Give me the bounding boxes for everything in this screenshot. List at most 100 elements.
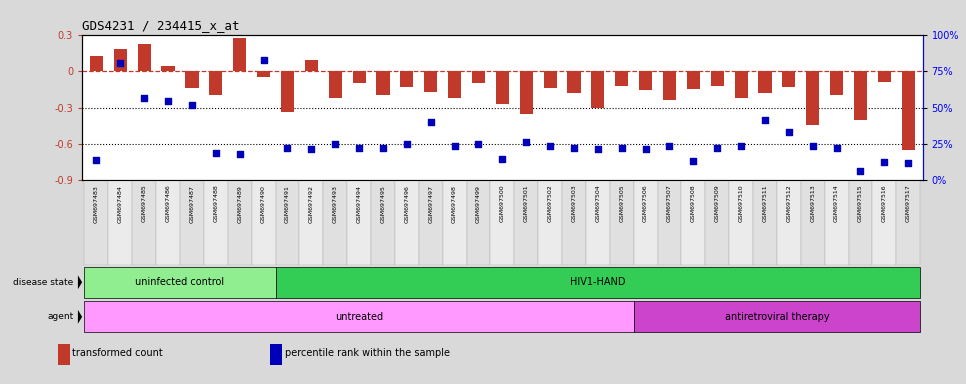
Text: agent: agent	[47, 312, 73, 321]
Point	[256, 57, 271, 63]
Point	[208, 149, 223, 156]
Bar	[233, 38, 246, 71]
Point	[352, 144, 367, 151]
Text: GSM697511: GSM697511	[762, 185, 767, 222]
Point	[113, 60, 128, 66]
Bar	[729, 180, 753, 265]
Point	[781, 129, 797, 135]
Bar	[711, 71, 724, 86]
Point	[519, 139, 534, 145]
Bar	[251, 180, 275, 265]
Point	[733, 143, 749, 149]
Bar	[156, 180, 180, 265]
Text: GSM697508: GSM697508	[691, 185, 696, 222]
Bar	[424, 71, 438, 92]
Bar	[442, 180, 467, 265]
Bar	[634, 180, 658, 265]
Point	[470, 141, 486, 147]
Point	[136, 95, 152, 101]
Text: GSM697509: GSM697509	[715, 185, 720, 222]
Text: GSM697494: GSM697494	[356, 185, 361, 223]
Text: disease state: disease state	[14, 278, 73, 287]
Point	[566, 144, 582, 151]
Bar	[395, 180, 418, 265]
Point	[709, 144, 724, 151]
Bar	[400, 71, 413, 87]
Point	[590, 146, 606, 152]
Point	[327, 141, 343, 147]
Text: GSM697504: GSM697504	[595, 185, 600, 222]
Bar	[161, 66, 175, 71]
Bar	[687, 71, 700, 89]
Bar	[270, 344, 282, 365]
Text: transformed count: transformed count	[72, 348, 163, 358]
Text: GSM697500: GSM697500	[499, 185, 505, 222]
Bar	[275, 180, 299, 265]
Bar	[448, 71, 461, 98]
Bar	[854, 71, 867, 120]
Text: GSM697485: GSM697485	[142, 185, 147, 222]
Bar	[538, 180, 562, 265]
Bar	[353, 71, 366, 83]
Bar	[901, 71, 915, 150]
Bar	[544, 71, 556, 88]
Text: GSM697498: GSM697498	[452, 185, 457, 223]
Bar	[639, 71, 652, 91]
Text: GSM697495: GSM697495	[381, 185, 385, 223]
Bar	[257, 71, 270, 77]
Bar	[180, 180, 204, 265]
Bar	[896, 180, 921, 265]
Polygon shape	[78, 310, 82, 324]
Point	[900, 161, 916, 167]
Text: GSM697493: GSM697493	[332, 185, 338, 223]
Text: GSM697517: GSM697517	[906, 185, 911, 222]
Bar	[418, 180, 442, 265]
Bar	[830, 71, 843, 95]
Bar	[705, 180, 729, 265]
Text: untreated: untreated	[335, 312, 384, 322]
Text: GSM697507: GSM697507	[667, 185, 672, 222]
Bar	[347, 180, 371, 265]
Bar	[658, 180, 681, 265]
Text: GSM697512: GSM697512	[786, 185, 791, 222]
Text: GDS4231 / 234415_x_at: GDS4231 / 234415_x_at	[82, 19, 240, 32]
Text: antiretroviral therapy: antiretroviral therapy	[724, 312, 829, 322]
Point	[423, 119, 439, 125]
Point	[829, 144, 844, 151]
Bar	[84, 301, 634, 332]
Bar	[663, 71, 676, 100]
Bar	[801, 180, 825, 265]
Point	[757, 117, 773, 123]
Bar	[84, 267, 275, 298]
Bar	[872, 180, 896, 265]
Bar	[299, 180, 324, 265]
Text: GSM697484: GSM697484	[118, 185, 123, 223]
Bar	[681, 180, 705, 265]
Point	[638, 146, 653, 152]
Bar	[496, 71, 509, 104]
Bar	[777, 180, 801, 265]
Bar	[520, 71, 533, 114]
Point	[614, 144, 630, 151]
Text: GSM697515: GSM697515	[858, 185, 863, 222]
Bar	[324, 180, 347, 265]
Point	[542, 143, 557, 149]
Bar	[514, 180, 538, 265]
Point	[160, 98, 176, 104]
Bar	[377, 71, 389, 95]
Text: GSM697501: GSM697501	[524, 185, 528, 222]
Bar	[734, 71, 748, 98]
Point	[876, 159, 892, 166]
Text: percentile rank within the sample: percentile rank within the sample	[285, 348, 450, 358]
Text: GSM697486: GSM697486	[165, 185, 171, 222]
Point	[662, 143, 677, 149]
Point	[447, 143, 463, 149]
Bar	[491, 180, 514, 265]
Bar	[275, 267, 921, 298]
Text: GSM697505: GSM697505	[619, 185, 624, 222]
Bar	[90, 56, 103, 71]
Bar	[591, 71, 605, 108]
Bar	[467, 180, 491, 265]
Text: GSM697492: GSM697492	[309, 185, 314, 223]
Bar	[610, 180, 634, 265]
